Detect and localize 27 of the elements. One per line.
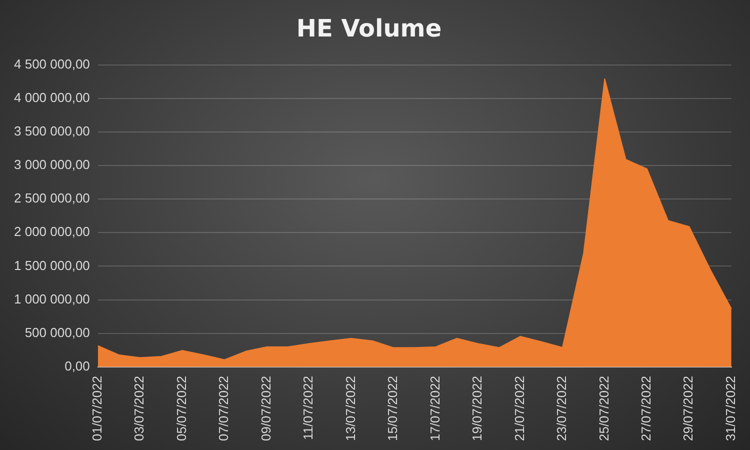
x-tick-label: 07/07/2022 xyxy=(216,376,232,442)
x-tick-label: 03/07/2022 xyxy=(132,376,147,442)
y-tick-label: 4 500 000,00 xyxy=(14,56,90,72)
y-tick-label: 1 000 000,00 xyxy=(14,291,90,306)
x-tick-label: 13/07/2022 xyxy=(342,376,358,442)
y-tick-label: 4 000 000,00 xyxy=(14,90,90,105)
x-tick-label: 19/07/2022 xyxy=(470,376,485,442)
x-tick-label: 09/07/2022 xyxy=(258,376,274,442)
x-tick-label: 31/07/2022 xyxy=(722,376,738,442)
y-tick-label: 0,00 xyxy=(64,358,90,374)
x-tick-label: 21/07/2022 xyxy=(512,376,527,442)
x-tick-label: 25/07/2022 xyxy=(596,376,612,442)
x-tick-label: 27/07/2022 xyxy=(638,376,654,442)
y-tick-label: 2 000 000,00 xyxy=(14,224,90,240)
x-tick-label: 17/07/2022 xyxy=(427,376,442,442)
x-tick-label: 15/07/2022 xyxy=(385,376,400,442)
x-tick-label: 01/07/2022 xyxy=(89,376,104,442)
y-tick-label: 1 500 000,00 xyxy=(14,258,90,273)
x-tick-label: 23/07/2022 xyxy=(554,376,570,442)
y-tick-label: 2 500 000,00 xyxy=(14,190,90,206)
x-tick-label: 05/07/2022 xyxy=(174,376,189,442)
y-tick-label: 500 000,00 xyxy=(24,324,90,340)
x-tick-label: 29/07/2022 xyxy=(680,376,696,442)
x-tick-label: 11/07/2022 xyxy=(300,376,316,440)
y-tick-label: 3 000 000,00 xyxy=(14,157,90,172)
y-tick-label: 3 500 000,00 xyxy=(14,124,90,139)
chart-title: HE Volume xyxy=(296,14,442,43)
